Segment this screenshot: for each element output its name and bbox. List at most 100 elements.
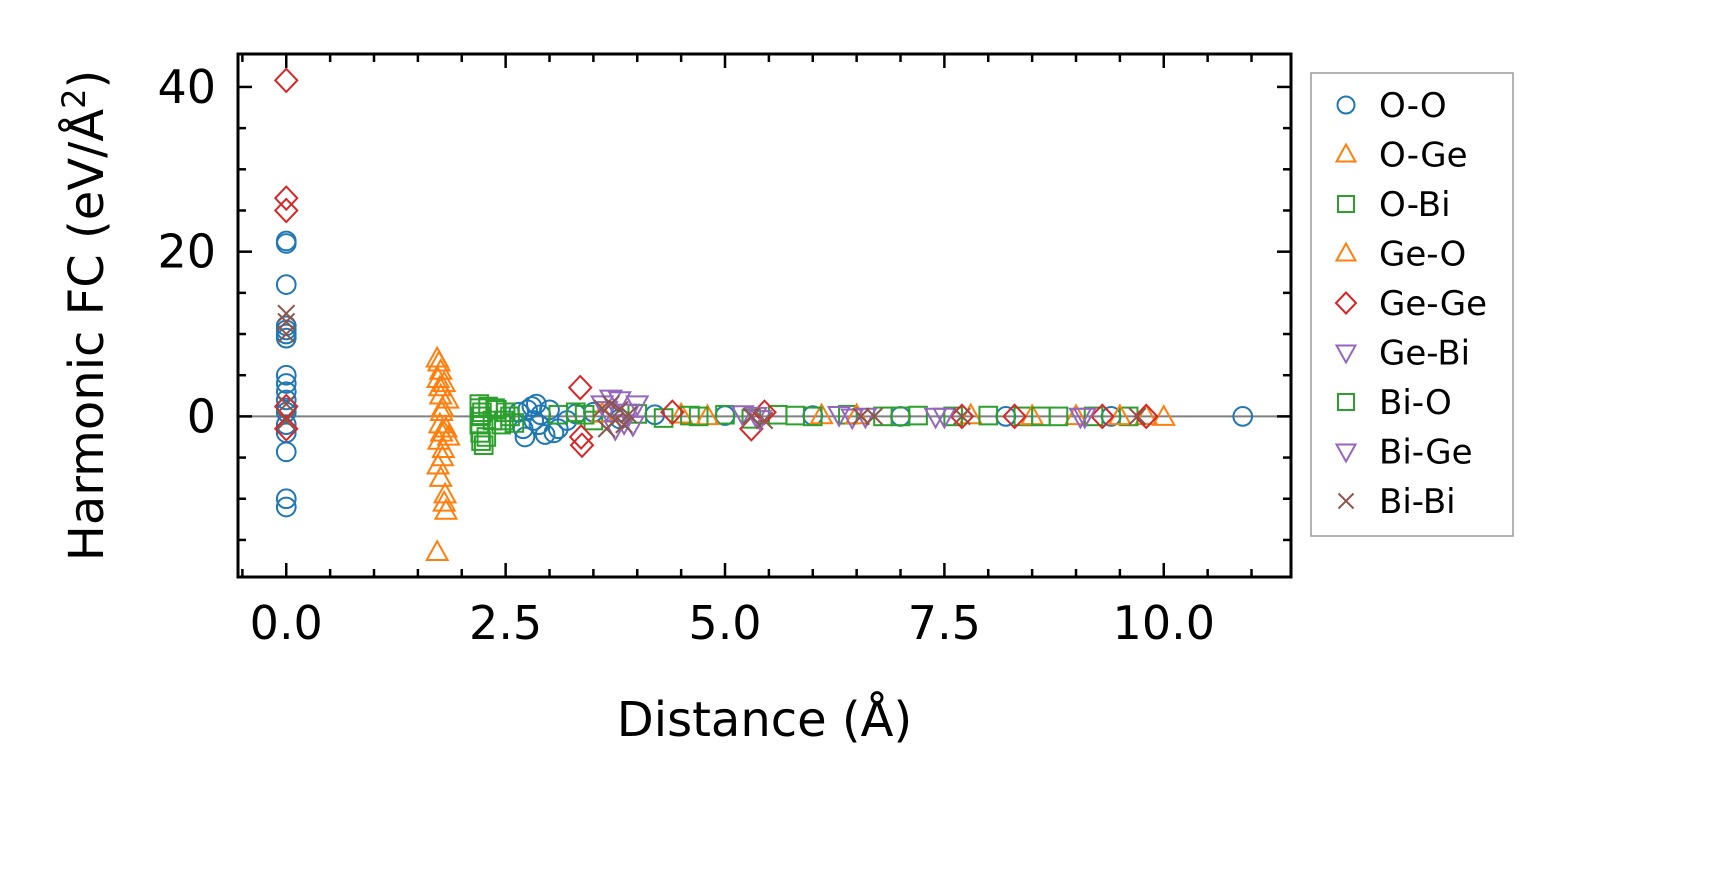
legend-label-ge-ge: Ge-Ge (1379, 284, 1487, 324)
data-point-o-bi (504, 413, 525, 433)
x-axis-label: Distance (Å) (617, 691, 912, 748)
data-point-o-ge (1063, 403, 1089, 426)
data-point-bi-o (574, 404, 595, 425)
data-points-layer (273, 67, 1254, 561)
data-point-ge-o (1107, 403, 1133, 426)
data-point-ge-bi (625, 395, 650, 418)
legend-marker-bi-ge (1334, 443, 1358, 464)
legend-label-bi-bi: Bi-Bi (1379, 482, 1456, 522)
series-bi-bi (277, 304, 1147, 438)
x-tick-label: 5.0 (688, 596, 761, 650)
data-point-bi-bi (606, 411, 625, 430)
data-point-ge-ge (1002, 403, 1027, 430)
series-ge-o (428, 358, 1133, 504)
data-point-o-o (275, 327, 297, 349)
data-point-ge-o (430, 444, 455, 467)
data-point-o-ge (427, 374, 452, 397)
y-axis-label: Harmonic FC (eV/Å2) (55, 70, 115, 562)
legend-label-bi-ge: Bi-Ge (1379, 433, 1473, 473)
legend-marker-o-bi (1337, 195, 1355, 213)
data-point-o-ge (431, 436, 456, 459)
data-point-o-ge (433, 415, 459, 438)
data-point-o-o (275, 364, 297, 386)
legend-label-ge-bi: Ge-Bi (1379, 334, 1470, 374)
data-point-o-ge (435, 386, 460, 409)
data-point-ge-ge (569, 432, 595, 459)
data-point-o-bi (1083, 406, 1104, 427)
y-tick-label: 40 (157, 60, 216, 114)
data-point-bi-ge (1072, 407, 1097, 430)
legend-entry-o-ge: O-Ge (1334, 136, 1468, 176)
data-point-o-o (275, 389, 297, 411)
legend-marker-bi-bi (1337, 492, 1355, 510)
data-point-o-o (526, 393, 547, 415)
data-point-o-ge (432, 370, 457, 393)
data-point-bi-bi (277, 411, 296, 430)
legend-entry-bi-ge: Bi-Ge (1334, 433, 1473, 473)
data-point-o-bi (715, 404, 735, 425)
data-point-ge-ge (273, 415, 299, 442)
data-point-ge-bi (730, 405, 755, 427)
data-point-ge-ge (949, 403, 975, 430)
series-o-o (275, 230, 1254, 518)
data-point-bi-bi (277, 395, 296, 413)
data-point-o-bi (471, 431, 491, 451)
legend-label-bi-o: Bi-O (1379, 383, 1452, 423)
legend-label-ge-o: Ge-O (1379, 235, 1466, 275)
data-point-o-o (275, 414, 297, 435)
data-point-bi-ge (594, 401, 619, 423)
x-tick-label: 10.0 (1113, 596, 1215, 650)
data-point-bi-bi (742, 407, 761, 426)
data-point-ge-ge (273, 197, 299, 224)
data-point-ge-o (432, 481, 458, 504)
legend-entry-bi-o: Bi-O (1337, 383, 1452, 423)
data-point-o-bi (978, 405, 999, 426)
y-axis-label-end: ) (59, 70, 115, 89)
legend-marker-ge-o (1334, 241, 1358, 262)
data-point-o-o (275, 496, 297, 518)
legend-entry-o-o: O-O (1336, 86, 1447, 126)
data-point-ge-o (429, 399, 454, 421)
legend-entry-o-bi: O-Bi (1337, 185, 1451, 225)
data-point-ge-ge (1133, 403, 1159, 430)
data-point-o-ge (432, 489, 457, 512)
data-point-o-o (275, 488, 297, 510)
data-point-bi-bi (277, 304, 296, 323)
data-point-bi-bi (619, 405, 638, 424)
data-point-bi-o (890, 406, 911, 427)
data-point-ge-o (428, 358, 453, 380)
legend-marker-o-ge (1334, 142, 1358, 163)
data-point-o-o (275, 319, 297, 341)
data-point-ge-o (844, 402, 869, 425)
data-point-o-o (514, 426, 536, 448)
data-point-bi-bi (1128, 407, 1147, 426)
tick-labels-layer: 0.0 2.5 5.0 7.5 10.0 0 20 40 (157, 60, 1215, 650)
data-point-o-ge (433, 498, 459, 520)
legend-entry-bi-bi: Bi-Bi (1337, 482, 1456, 522)
y-axis-label-superscript: 2 (55, 88, 93, 108)
series-bi-o (472, 398, 1051, 447)
data-point-ge-bi (826, 406, 852, 428)
legend-entry-ge-o: Ge-O (1334, 235, 1466, 275)
y-tick-label: 20 (157, 225, 216, 279)
data-point-bi-o (472, 402, 492, 423)
data-point-o-o (534, 424, 556, 445)
data-point-o-o (523, 410, 545, 431)
data-point-bi-bi (852, 407, 870, 426)
y-axis-label-main: Harmonic FC (eV/Å (58, 109, 115, 562)
data-point-o-ge (425, 539, 450, 561)
legend-marker-ge-ge (1334, 291, 1358, 315)
legend-label-o-ge: O-Ge (1379, 136, 1468, 176)
data-point-bi-bi (601, 395, 620, 413)
x-tick-label: 7.5 (908, 596, 981, 650)
x-tick-label: 0.0 (250, 596, 323, 650)
data-point-o-ge (428, 465, 453, 487)
data-point-o-o (275, 233, 297, 254)
data-point-ge-ge (1089, 403, 1115, 430)
y-tick-label: 0 (187, 389, 216, 443)
data-point-bi-bi (277, 325, 296, 343)
data-point-bi-bi (952, 407, 971, 426)
data-point-bi-bi (615, 415, 634, 434)
data-point-bi-o (688, 406, 709, 427)
